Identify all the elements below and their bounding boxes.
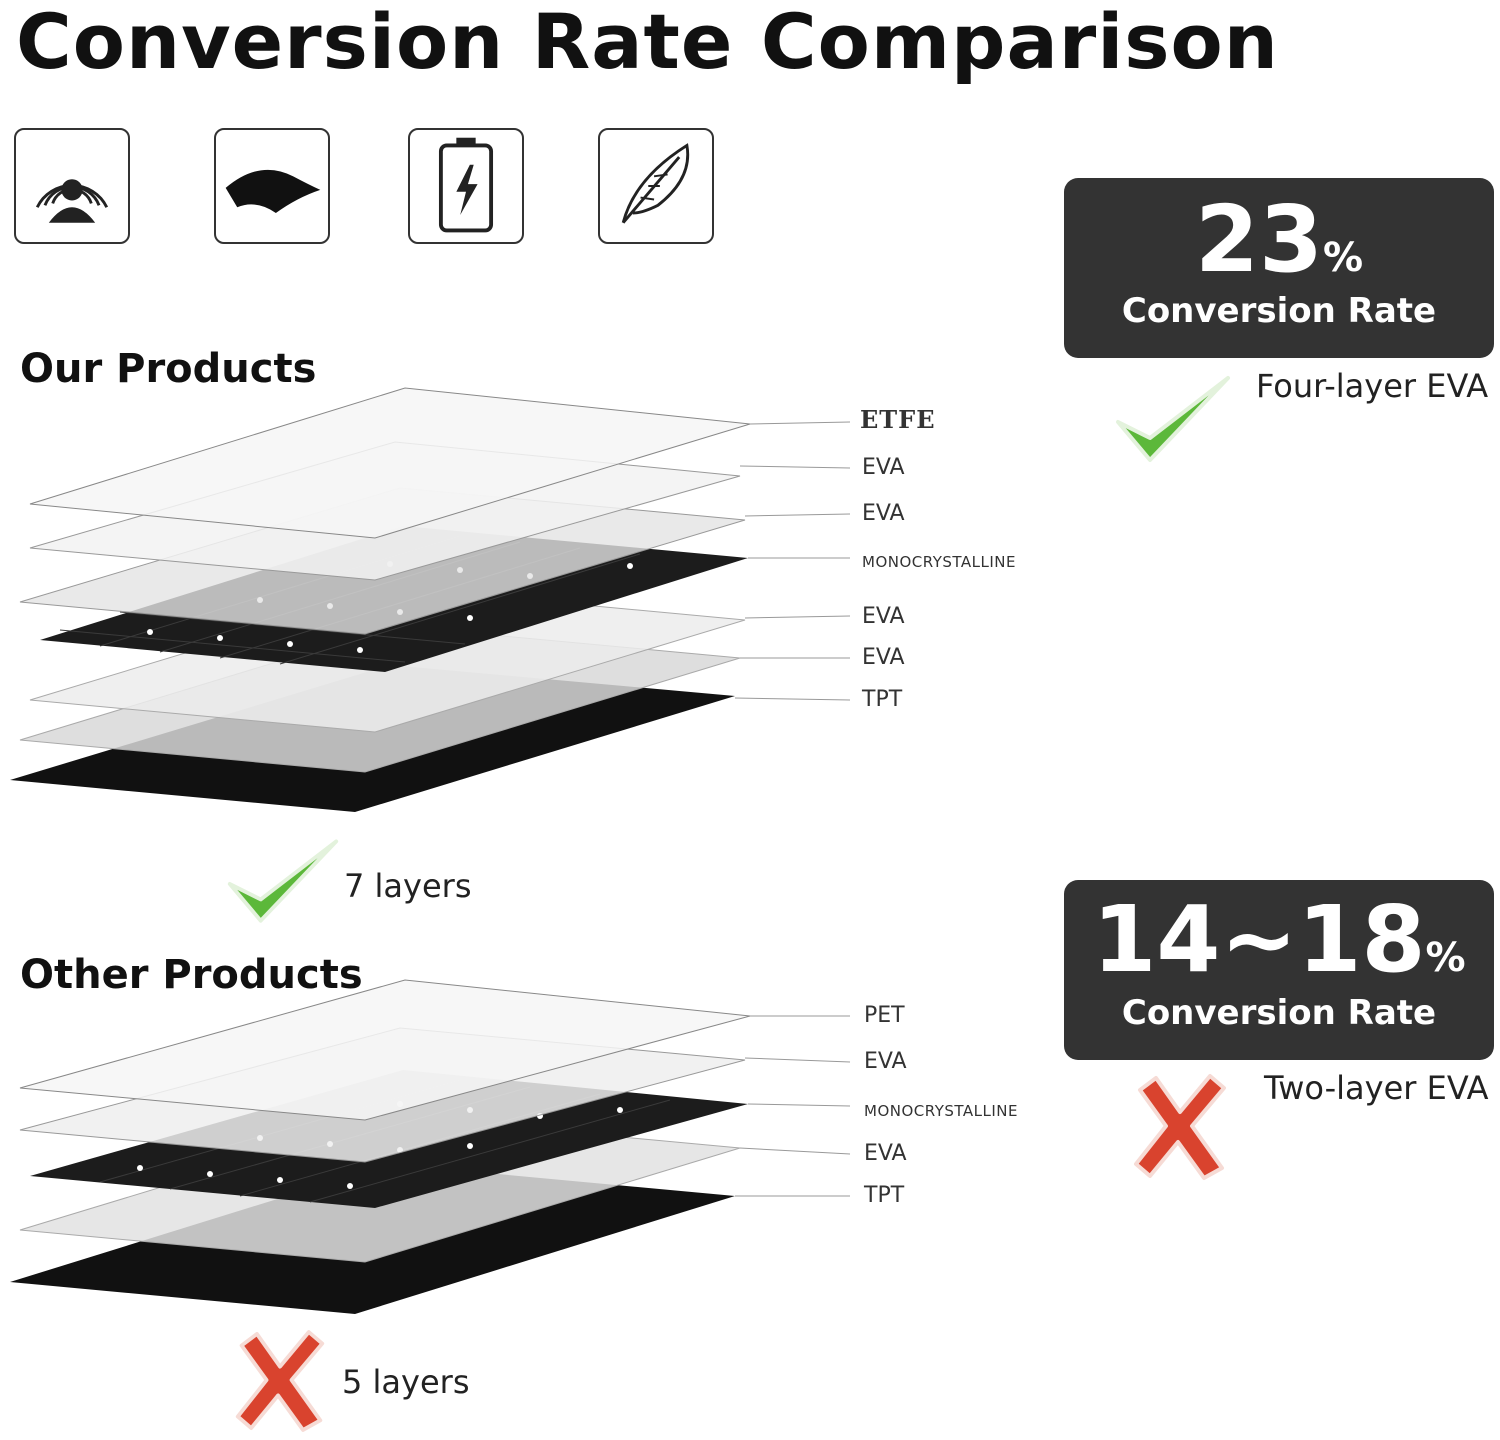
- our-layer-count: 7 layers: [344, 867, 472, 905]
- other-rate-value: 14~18%: [1092, 886, 1466, 993]
- other-layer-stack: [10, 979, 851, 1314]
- layer-label-eva: EVA: [862, 501, 905, 526]
- check-icon: [227, 839, 339, 923]
- layer-label-eva: EVA: [864, 1049, 907, 1074]
- leader-lines: [734, 421, 851, 701]
- layer-label-monocrystalline: MONOCRYSTALLINE: [864, 1102, 1018, 1120]
- layer-label-eva: EVA: [862, 645, 905, 670]
- other-rate-box: 14~18% Conversion Rate: [1064, 880, 1494, 1060]
- layer-label-eva: EVA: [862, 604, 905, 629]
- x-icon: [235, 1330, 325, 1432]
- layer-label-tpt: TPT: [862, 687, 903, 712]
- flexible-panel-icon: [214, 128, 330, 244]
- layer-label-etfe: ETFE: [860, 405, 936, 434]
- battery-charge-icon: [408, 128, 524, 244]
- our-rate-box: 23% Conversion Rate: [1064, 178, 1494, 358]
- other-products-heading: Other Products: [20, 952, 363, 998]
- sunlight-person-icon: [14, 128, 130, 244]
- our-rate-label: Conversion Rate: [1121, 291, 1437, 331]
- other-layer-count: 5 layers: [342, 1363, 470, 1401]
- check-icon: [1116, 376, 1230, 462]
- layer-label-pet: PET: [864, 1003, 905, 1028]
- our-eva-note: Four-layer EVA: [1256, 367, 1489, 405]
- leader-lines: [735, 1015, 851, 1197]
- other-rate-label: Conversion Rate: [1121, 993, 1437, 1033]
- our-rate-value: 23%: [1194, 186, 1364, 293]
- layer-label-eva: EVA: [864, 1141, 907, 1166]
- layer-label-eva: EVA: [862, 455, 905, 480]
- layer-label-tpt: TPT: [864, 1183, 905, 1208]
- layer-label-monocrystalline: MONOCRYSTALLINE: [862, 553, 1016, 571]
- our-products-heading: Our Products: [20, 346, 317, 392]
- other-eva-note: Two-layer EVA: [1264, 1069, 1489, 1107]
- feather-light-icon: [598, 128, 714, 244]
- our-layer-stack: [10, 387, 851, 812]
- x-icon: [1134, 1074, 1226, 1180]
- page-title: Conversion Rate Comparison: [16, 0, 1279, 86]
